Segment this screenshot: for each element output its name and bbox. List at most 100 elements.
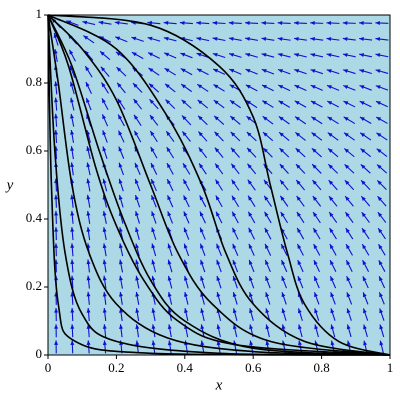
direction-arrow: [216, 243, 222, 256]
direction-arrow: [135, 211, 141, 224]
direction-arrow: [118, 291, 123, 305]
arrow-head: [346, 340, 351, 346]
arrow-head: [163, 36, 169, 41]
arrow-head: [151, 179, 155, 184]
arrow-head: [279, 132, 284, 137]
arrow-head: [311, 116, 317, 121]
arrow-head: [85, 81, 90, 87]
arrow-head: [262, 84, 267, 89]
arrow-head: [54, 227, 59, 232]
arrow-head: [70, 324, 75, 329]
arrow-head: [296, 211, 302, 217]
direction-arrow: [70, 113, 75, 127]
direction-arrow: [265, 291, 271, 305]
arrow-head: [327, 132, 333, 137]
direction-arrow: [86, 146, 91, 160]
arrow-head: [246, 100, 251, 105]
direction-arrow: [102, 227, 107, 241]
arrow-head: [86, 97, 90, 103]
arrow-head: [102, 259, 107, 265]
arrow-head: [199, 211, 204, 217]
arrow-head: [231, 179, 236, 185]
direction-arrow: [134, 194, 141, 208]
direction-arrow: [359, 21, 373, 26]
arrow-head: [70, 291, 75, 297]
direction-arrow: [310, 21, 324, 26]
direction-arrow: [361, 227, 370, 240]
direction-arrow: [117, 98, 126, 110]
direction-arrow: [279, 147, 290, 158]
direction-arrow: [151, 324, 156, 338]
arrow-head: [83, 35, 89, 40]
direction-arrow: [359, 132, 372, 141]
arrow-head: [247, 163, 252, 169]
direction-arrow: [359, 116, 372, 124]
arrow-head: [280, 211, 285, 217]
arrow-head: [151, 227, 156, 233]
direction-arrow: [375, 116, 388, 124]
arrow-head: [265, 259, 269, 265]
arrow-head: [265, 292, 270, 298]
arrow-head: [293, 37, 299, 41]
arrow-head: [149, 83, 154, 89]
direction-arrow: [135, 324, 140, 338]
direction-arrow: [214, 147, 224, 158]
direction-arrow: [376, 179, 387, 191]
arrow-head: [164, 68, 170, 73]
direction-arrow: [70, 340, 75, 354]
direction-arrow: [70, 194, 75, 208]
direction-arrow: [342, 37, 356, 42]
y-tick-label: 0: [36, 346, 43, 361]
direction-arrow: [343, 132, 355, 141]
direction-arrow: [375, 21, 389, 26]
arrow-head: [200, 275, 205, 281]
direction-arrow: [375, 100, 388, 108]
arrow-head: [167, 308, 172, 313]
arrow-head: [184, 308, 188, 314]
arrow-head: [180, 68, 186, 73]
direction-arrow: [247, 163, 257, 175]
direction-arrow: [296, 211, 305, 224]
direction-arrow: [247, 195, 256, 207]
direction-arrow: [216, 291, 222, 305]
direction-arrow: [329, 259, 337, 273]
direction-arrow: [295, 179, 306, 191]
direction-arrow: [118, 146, 125, 159]
arrow-head: [183, 275, 188, 281]
direction-arrow: [182, 179, 191, 191]
arrow-head: [197, 99, 203, 105]
arrow-head: [344, 164, 350, 169]
direction-arrow: [99, 50, 111, 61]
direction-arrow: [98, 20, 112, 25]
arrow-head: [98, 20, 104, 25]
arrow-head: [198, 147, 204, 153]
arrow-head: [296, 195, 301, 201]
direction-arrow: [102, 210, 107, 224]
direction-arrow: [326, 100, 340, 108]
arrow-head: [119, 308, 123, 313]
trajectory: [47, 14, 391, 356]
direction-arrow: [86, 194, 91, 208]
direction-arrow: [264, 211, 272, 224]
arrow-head: [361, 212, 366, 217]
arrow-head: [181, 115, 187, 121]
arrow-head: [200, 292, 205, 297]
arrow-head: [166, 131, 171, 136]
direction-arrow: [150, 194, 157, 208]
arrow-head: [167, 179, 172, 185]
direction-arrow: [70, 97, 75, 111]
arrow-head: [295, 164, 301, 169]
arrow-head: [86, 146, 91, 152]
arrow-head: [343, 132, 349, 137]
arrow-head: [228, 36, 234, 41]
arrow-head: [117, 82, 122, 88]
direction-arrow: [229, 99, 241, 109]
arrow-head: [54, 113, 59, 119]
direction-arrow: [134, 162, 141, 175]
arrow-head: [330, 308, 335, 314]
arrow-head: [179, 20, 185, 25]
arrow-head: [342, 21, 348, 26]
arrow-head: [54, 308, 59, 313]
direction-arrow: [197, 115, 208, 126]
